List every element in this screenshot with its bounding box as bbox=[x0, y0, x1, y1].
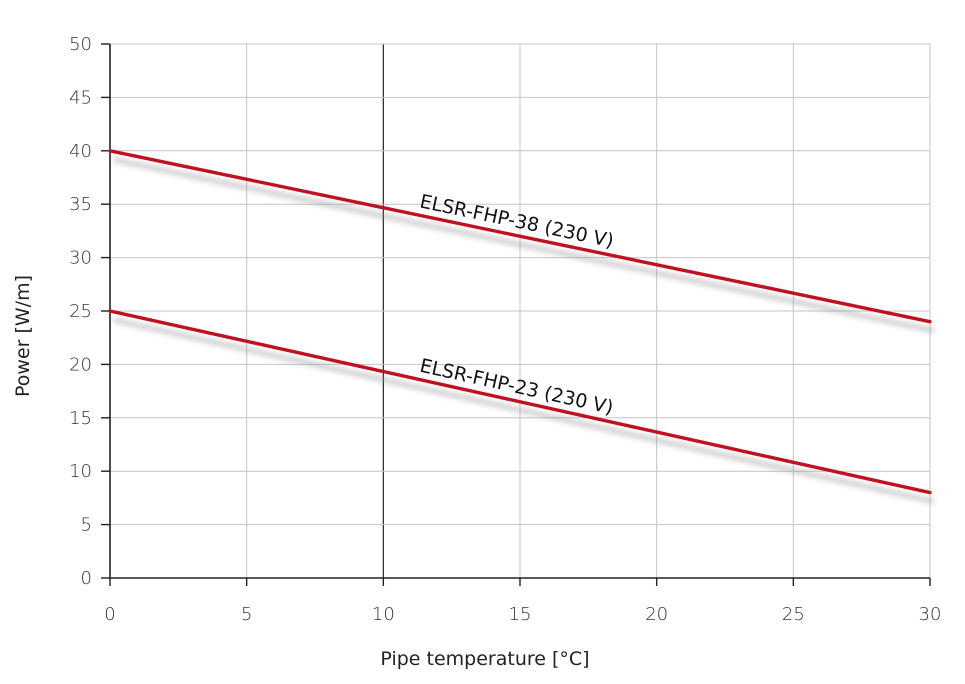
x-tick-label: 10 bbox=[372, 604, 395, 625]
series-line-2 bbox=[108, 309, 932, 495]
y-tick-label: 25 bbox=[69, 301, 92, 322]
y-tick-label: 0 bbox=[81, 568, 92, 589]
series-layer: ELSR-FHP-38 (230 V)ELSR-FHP-23 (230 V) bbox=[108, 149, 935, 504]
x-tick-label: 20 bbox=[645, 604, 668, 625]
y-tick-label: 45 bbox=[69, 87, 92, 108]
x-tick-label: 30 bbox=[919, 604, 942, 625]
y-axis-label: Power [W/m] bbox=[12, 275, 34, 397]
y-tick-label: 15 bbox=[69, 408, 92, 429]
series-shadow bbox=[113, 157, 935, 333]
y-tick-label: 35 bbox=[69, 194, 92, 215]
x-tick-label: 5 bbox=[241, 604, 252, 625]
series-shadow bbox=[113, 318, 935, 504]
x-tick-label: 15 bbox=[509, 604, 532, 625]
y-tick-label: 5 bbox=[81, 515, 92, 536]
x-tick-label: 0 bbox=[104, 604, 115, 625]
y-tick-label: 50 bbox=[69, 34, 92, 55]
y-tick-label: 40 bbox=[69, 141, 92, 162]
grid bbox=[110, 43, 931, 578]
x-tick-label: 25 bbox=[782, 604, 805, 625]
y-tick-label: 10 bbox=[69, 461, 92, 482]
series-line-1 bbox=[108, 149, 932, 324]
y-tick-label: 20 bbox=[69, 354, 92, 375]
x-axis-label: Pipe temperature [°C] bbox=[380, 648, 589, 670]
y-tick-label: 30 bbox=[69, 248, 92, 269]
